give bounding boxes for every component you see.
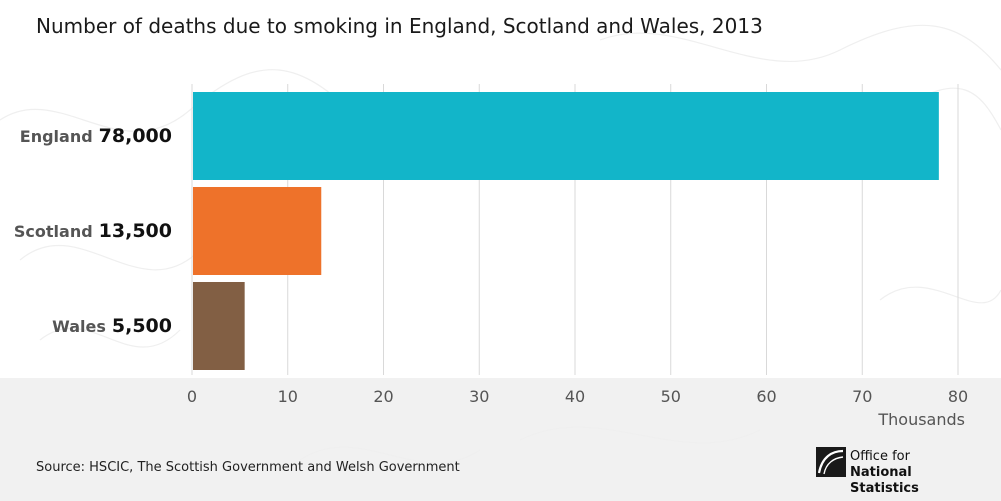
x-tick-label: 50 <box>661 387 681 406</box>
x-tick-label: 30 <box>469 387 489 406</box>
x-tick-label: 20 <box>373 387 393 406</box>
x-tick-label: 0 <box>187 387 197 406</box>
x-tick-label: 70 <box>852 387 872 406</box>
value-label-wales: 5,500 <box>112 315 172 337</box>
category-label-wales: Wales <box>52 317 106 336</box>
ons-logo: Office for National Statistics <box>816 447 976 496</box>
bars <box>193 92 939 370</box>
category-label-england: England <box>20 127 93 146</box>
x-tick-label: 40 <box>565 387 585 406</box>
source-note: Source: HSCIC, The Scottish Government a… <box>36 460 460 475</box>
ons-logo-text: Office for National Statistics <box>850 449 976 497</box>
category-label-scotland: Scotland <box>14 222 93 241</box>
x-tick-label: 60 <box>756 387 776 406</box>
bar-wales <box>193 282 245 370</box>
ons-logo-line1: Office for <box>850 449 910 464</box>
bar-scotland <box>193 187 322 275</box>
x-tick-labels: 0 10 20 30 40 50 60 70 80 <box>187 387 968 406</box>
x-tick-label: 10 <box>278 387 298 406</box>
ons-logo-line2: National Statistics <box>850 465 919 496</box>
x-tick-label: 80 <box>948 387 968 406</box>
bar-england <box>193 92 939 180</box>
ons-logo-icon <box>816 447 846 477</box>
chart-title: Number of deaths due to smoking in Engla… <box>36 14 763 38</box>
value-label-scotland: 13,500 <box>99 220 172 242</box>
value-label-england: 78,000 <box>99 125 172 147</box>
category-labels: 78,000 England 13,500 Scotland 5,500 Wales <box>14 125 172 337</box>
x-axis-label: Thousands <box>877 410 965 429</box>
